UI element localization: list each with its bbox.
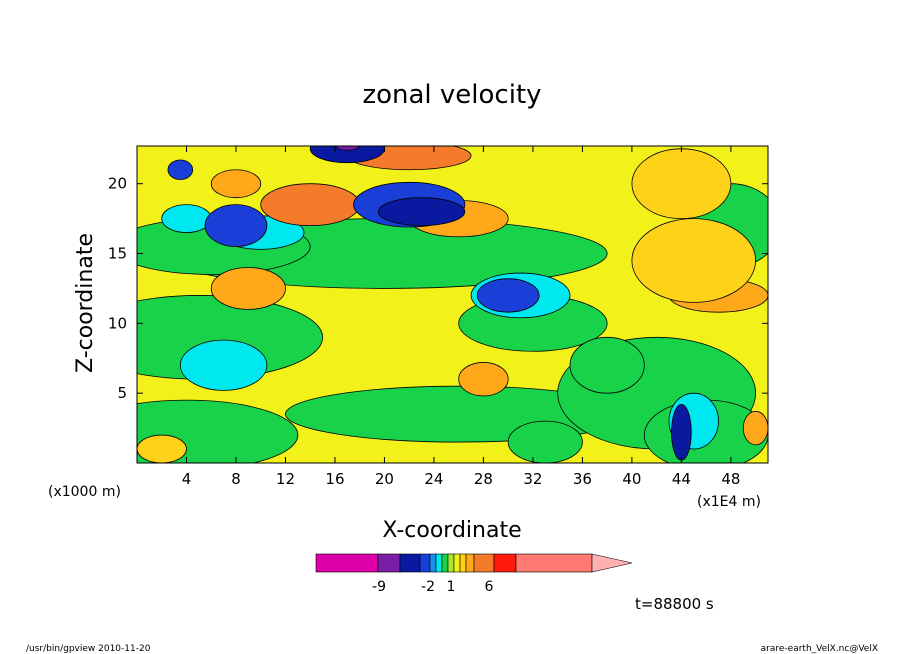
colorbar-swatch-7: [447, 553, 455, 573]
contour-region-24: [260, 183, 361, 226]
y-axis: 5 10 15 20: [108, 175, 768, 402]
contour-region-19: [631, 218, 757, 303]
contour-region-32: [167, 159, 194, 180]
x-tick-label-0: 4: [182, 470, 192, 488]
colorbar-label-1: -2: [421, 579, 435, 595]
footer-left: /usr/bin/gpview 2010-11-20: [26, 644, 151, 654]
contour-region-33: [671, 403, 692, 461]
contour-region-30: [204, 204, 268, 247]
footer-right: arare-earth_VelX.nc@VelX: [761, 644, 878, 654]
x-axis: 4 8 12 16 20 24 28 32 36 40 44 48: [182, 146, 740, 488]
colorbar-swatch-9: [459, 553, 467, 573]
y-tick-label-2: 15: [108, 245, 127, 263]
contour-region-16: [210, 267, 286, 310]
contour-region-11: [179, 339, 268, 391]
x-tick-label-7: 32: [523, 470, 542, 488]
x-tick-label-8: 36: [573, 470, 592, 488]
x-tick-label-9: 40: [622, 470, 641, 488]
chart-title: zonal velocity: [362, 80, 541, 110]
x-tick-label-10: 44: [672, 470, 691, 488]
colorbar-swatch-2: [399, 553, 421, 573]
x-tick-label-6: 28: [474, 470, 493, 488]
contour-region-17: [458, 362, 509, 397]
x-tick-label-3: 16: [325, 470, 344, 488]
x-unit-right: (x1E4 m): [697, 494, 761, 510]
colorbar-swatch-5: [435, 553, 443, 573]
y-tick-label-1: 10: [108, 314, 127, 332]
colorbar-extend-arrow: [591, 553, 633, 573]
y-tick-label-3: 20: [108, 175, 127, 193]
y-axis-label: Z-coordinate: [73, 233, 98, 373]
colorbar-swatch-8: [453, 553, 461, 573]
x-tick-label-11: 48: [721, 470, 740, 488]
contour-region-9: [569, 336, 645, 394]
colorbar-label-0: -9: [372, 579, 386, 595]
contour-region-21: [137, 434, 187, 463]
x-unit-left: (x1000 m): [48, 484, 121, 500]
colorbar-swatch-12: [493, 553, 517, 573]
colorbar: -9 -2 1 6: [315, 553, 633, 595]
x-tick-label-1: 8: [231, 470, 241, 488]
x-tick-label-2: 12: [276, 470, 295, 488]
x-axis-label: X-coordinate: [382, 518, 521, 543]
contour-region-8: [507, 420, 583, 463]
colorbar-swatch-4: [429, 553, 437, 573]
colorbar-swatch-0: [315, 553, 379, 573]
colorbar-swatch-3: [419, 553, 431, 573]
x-tick-label-5: 24: [424, 470, 443, 488]
colorbar-swatch-13: [515, 553, 593, 573]
contour-region-14: [161, 204, 212, 233]
colorbar-label-3: 6: [485, 579, 494, 595]
contour-region-28: [377, 197, 466, 226]
plot-frame: [136, 145, 769, 464]
colorbar-swatch-11: [473, 553, 495, 573]
time-label: t=88800 s: [635, 595, 714, 613]
contour-region-31: [476, 278, 540, 313]
y-tick-label-0: 5: [117, 384, 127, 402]
colorbar-swatch-10: [465, 553, 475, 573]
contour-region-34: [334, 146, 360, 151]
colorbar-swatch-6: [441, 553, 449, 573]
x-tick-label-4: 20: [375, 470, 394, 488]
contour-field: [137, 146, 768, 463]
colorbar-swatch-1: [377, 553, 401, 573]
contour-region-26: [210, 169, 262, 199]
colorbar-label-2: 1: [447, 579, 456, 595]
contour-region-22: [742, 410, 768, 446]
contour-region-20: [631, 148, 732, 220]
